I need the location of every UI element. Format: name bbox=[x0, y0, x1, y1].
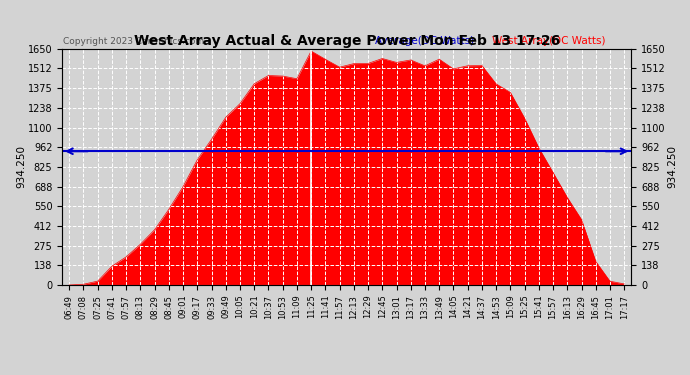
Text: West Array(DC Watts): West Array(DC Watts) bbox=[492, 36, 605, 46]
Text: Copyright 2023 Cartronics.com: Copyright 2023 Cartronics.com bbox=[63, 38, 204, 46]
Y-axis label: 934.250: 934.250 bbox=[17, 146, 26, 188]
Title: West Array Actual & Average Power Mon Feb 13 17:26: West Array Actual & Average Power Mon Fe… bbox=[134, 34, 560, 48]
Y-axis label: 934.250: 934.250 bbox=[667, 146, 677, 188]
Text: Average(DC Watts): Average(DC Watts) bbox=[375, 36, 474, 46]
